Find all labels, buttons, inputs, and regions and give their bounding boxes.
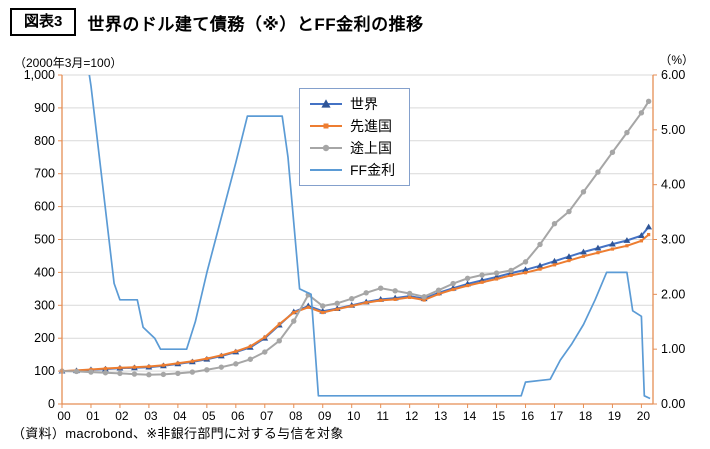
svg-text:1,000: 1,000 <box>24 68 55 82</box>
svg-text:5.00: 5.00 <box>661 123 685 137</box>
svg-text:02: 02 <box>115 409 129 423</box>
legend-label-world: 世界 <box>350 96 378 112</box>
svg-text:0.00: 0.00 <box>661 397 685 411</box>
svg-text:900: 900 <box>34 101 55 115</box>
svg-text:06: 06 <box>231 409 245 423</box>
svg-text:19: 19 <box>608 409 622 423</box>
svg-text:100: 100 <box>34 364 55 378</box>
legend-marker-advanced-icon <box>310 123 342 129</box>
legend-label-advanced: 先進国 <box>350 118 392 134</box>
svg-text:4.00: 4.00 <box>661 178 685 192</box>
legend-marker-world-icon <box>310 99 342 108</box>
svg-text:20: 20 <box>637 409 651 423</box>
svg-text:04: 04 <box>173 409 187 423</box>
legend-marker-developing-icon <box>310 144 342 152</box>
svg-text:0: 0 <box>48 397 55 411</box>
series-ff-rate <box>88 75 651 400</box>
svg-text:3.00: 3.00 <box>661 233 685 247</box>
legend: 世界 先進国 途上国 FF金利 <box>299 88 411 186</box>
x-axis-tick-labels: 00 01 02 03 04 05 06 07 08 09 10 11 12 13 14 15 16 17 18 19… <box>57 409 650 423</box>
svg-text:09: 09 <box>318 409 332 423</box>
svg-text:500: 500 <box>34 233 55 247</box>
svg-text:12: 12 <box>405 409 419 423</box>
svg-text:18: 18 <box>579 409 593 423</box>
svg-text:07: 07 <box>260 409 274 423</box>
svg-text:700: 700 <box>34 167 55 181</box>
svg-text:08: 08 <box>289 409 303 423</box>
legend-item-developing: 途上国 <box>309 141 395 155</box>
series-lines <box>58 75 653 400</box>
left-axis-unit-label: （2000年3月=100） <box>14 56 123 70</box>
svg-text:1.00: 1.00 <box>661 342 685 356</box>
svg-text:800: 800 <box>34 134 55 148</box>
header: 図表3 世界のドル建て債務（※）とFF金利の推移 <box>10 8 424 36</box>
svg-text:6.00: 6.00 <box>661 68 685 82</box>
source-note: （資料）macrobond、※非銀行部門に対する与信を対象 <box>12 426 344 441</box>
svg-text:01: 01 <box>86 409 100 423</box>
series-world <box>58 223 653 374</box>
svg-text:300: 300 <box>34 298 55 312</box>
page-title: 世界のドル建て債務（※）とFF金利の推移 <box>87 14 424 34</box>
y-axis-left-tick-labels: 0 100 200 300 400 500 600 700 800 900 1,000 <box>24 68 55 411</box>
figure-tag: 図表3 <box>10 8 77 36</box>
svg-text:15: 15 <box>492 409 506 423</box>
svg-text:400: 400 <box>34 265 55 279</box>
right-axis-unit-label: （%） <box>659 53 694 67</box>
legend-label-developing: 途上国 <box>350 140 392 156</box>
series-advanced <box>60 232 651 373</box>
svg-text:10: 10 <box>347 409 361 423</box>
svg-text:17: 17 <box>550 409 564 423</box>
svg-text:00: 00 <box>57 409 71 423</box>
svg-text:05: 05 <box>202 409 216 423</box>
svg-text:11: 11 <box>376 409 389 423</box>
legend-item-world: 世界 <box>309 97 395 111</box>
legend-item-ff-rate: FF金利 <box>309 163 395 177</box>
axes <box>58 74 657 408</box>
svg-text:600: 600 <box>34 200 55 214</box>
svg-text:13: 13 <box>434 409 448 423</box>
legend-item-advanced: 先進国 <box>309 119 395 133</box>
svg-text:03: 03 <box>144 409 158 423</box>
legend-label-ff-rate: FF金利 <box>350 162 396 178</box>
legend-marker-ff-rate-icon <box>310 169 342 171</box>
y-axis-right-tick-labels: 0.00 1.00 2.00 3.00 4.00 5.00 6.00 <box>661 68 685 411</box>
svg-text:2.00: 2.00 <box>661 287 685 301</box>
series-developing <box>59 98 652 378</box>
svg-text:200: 200 <box>34 331 55 345</box>
svg-text:14: 14 <box>463 409 477 423</box>
svg-text:16: 16 <box>521 409 535 423</box>
